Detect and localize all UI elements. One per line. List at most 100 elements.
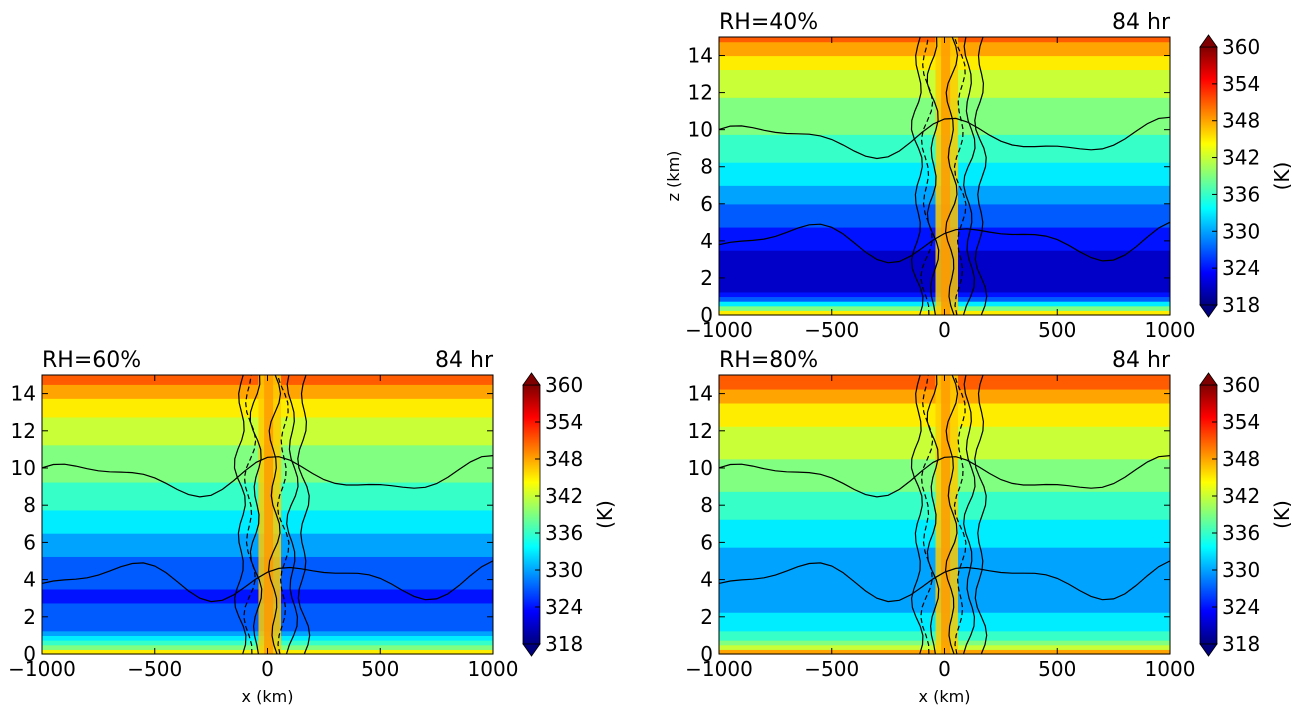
colorbar-tick-label: 360 <box>1222 35 1260 59</box>
contour-line <box>718 455 1171 498</box>
y-tick-label: 14 <box>688 382 713 406</box>
x-tick-label: −1000 <box>685 657 753 681</box>
contour-line <box>41 455 494 498</box>
panel-title-right: 84 hr <box>1112 10 1171 35</box>
contour-line <box>944 374 959 655</box>
contour-line <box>718 221 1171 264</box>
y-tick-label: 6 <box>700 192 713 216</box>
colorbar-extend-max <box>1199 34 1218 48</box>
panel-title-left: RH=40% <box>719 10 818 35</box>
colorbar-tick-label: 318 <box>1222 632 1260 656</box>
y-tick-label: 4 <box>23 568 36 592</box>
x-tick-label: −500 <box>127 657 182 681</box>
contour-line <box>944 36 959 316</box>
contour-line <box>926 374 940 655</box>
x-axis-label: x (km) <box>242 687 294 706</box>
y-tick-label: 10 <box>688 456 713 480</box>
y-tick-label: 8 <box>700 155 713 179</box>
x-tick-label: 1000 <box>1145 318 1196 342</box>
y-tick-label: 8 <box>23 493 36 517</box>
y-tick-label: 12 <box>11 419 36 443</box>
contour-line <box>962 374 976 655</box>
colorbar <box>1199 384 1218 645</box>
colorbar-tick-label: 354 <box>1222 72 1260 96</box>
contour-line <box>962 36 976 316</box>
x-axis-label: x (km) <box>919 687 971 706</box>
y-tick-label: 12 <box>688 419 713 443</box>
contour-line <box>718 560 1171 603</box>
contour-line <box>249 374 263 655</box>
x-tick-label: 500 <box>1038 657 1076 681</box>
colorbar-tick-label: 324 <box>1222 256 1260 280</box>
contour-line <box>276 374 290 655</box>
colorbar-tick-label: 330 <box>545 558 583 582</box>
colorbar-extend-min <box>1199 643 1218 657</box>
colorbar-tick-label: 330 <box>1222 558 1260 582</box>
eye-core <box>941 37 951 315</box>
panel-title-right: 84 hr <box>435 348 494 373</box>
panel-title-left: RH=60% <box>42 348 141 373</box>
y-tick-label: 8 <box>700 493 713 517</box>
x-tick-label: 0 <box>938 657 951 681</box>
colorbar-tick-label: 336 <box>545 521 583 545</box>
contour-line <box>974 36 988 316</box>
colorbar-extend-min <box>1199 304 1218 318</box>
contour-line <box>297 374 311 655</box>
colorbar-tick-label: 360 <box>1222 373 1260 397</box>
contour-line <box>974 374 988 655</box>
colorbar-tick-label: 342 <box>1222 484 1260 508</box>
x-tick-label: 0 <box>261 657 274 681</box>
x-tick-label: 0 <box>938 318 951 342</box>
y-tick-label: 2 <box>700 605 713 629</box>
y-tick-label: 0 <box>700 303 713 327</box>
y-tick-label: 14 <box>688 44 713 68</box>
colorbar-label: (K) <box>1270 500 1291 529</box>
colorbar-tick-label: 348 <box>1222 109 1260 133</box>
colorbar-tick-label: 348 <box>1222 447 1260 471</box>
colorbar-tick-label: 354 <box>545 410 583 434</box>
y-tick-label: 4 <box>700 229 713 253</box>
y-axis-label: z (km) <box>664 151 683 202</box>
colorbar-extend-min <box>522 643 541 657</box>
y-tick-label: 0 <box>23 642 36 666</box>
y-tick-label: 2 <box>700 266 713 290</box>
contour-line <box>953 374 967 655</box>
contour-line <box>718 116 1171 160</box>
colorbar <box>522 384 541 645</box>
colorbar-tick-label: 318 <box>545 632 583 656</box>
contour-line <box>926 36 940 316</box>
x-tick-label: −500 <box>804 657 859 681</box>
panel-title-left: RH=80% <box>719 348 818 373</box>
eye-core <box>941 375 951 654</box>
colorbar-tick-label: 336 <box>1222 521 1260 545</box>
x-tick-label: 1000 <box>1145 657 1196 681</box>
x-tick-label: −1000 <box>8 657 76 681</box>
y-tick-label: 10 <box>688 118 713 142</box>
y-tick-label: 0 <box>700 642 713 666</box>
x-tick-label: −500 <box>804 318 859 342</box>
colorbar-tick-label: 354 <box>1222 410 1260 434</box>
x-tick-label: 500 <box>1038 318 1076 342</box>
panel-title-right: 84 hr <box>1112 348 1171 373</box>
x-tick-label: 500 <box>361 657 399 681</box>
colorbar <box>1199 46 1218 306</box>
colorbar-tick-label: 360 <box>545 373 583 397</box>
y-tick-label: 12 <box>688 81 713 105</box>
y-tick-label: 2 <box>23 605 36 629</box>
contour-line <box>285 374 299 655</box>
colorbar-tick-label: 324 <box>1222 595 1260 619</box>
contour-line <box>41 560 494 603</box>
eye-core <box>264 375 274 654</box>
contour-line <box>910 36 924 316</box>
colorbar-tick-label: 324 <box>545 595 583 619</box>
colorbar-tick-label: 336 <box>1222 182 1260 206</box>
colorbar-tick-label: 342 <box>1222 146 1260 170</box>
x-tick-label: −1000 <box>685 318 753 342</box>
colorbar-tick-label: 318 <box>1222 293 1260 317</box>
y-tick-label: 6 <box>23 530 36 554</box>
y-tick-label: 6 <box>700 530 713 554</box>
